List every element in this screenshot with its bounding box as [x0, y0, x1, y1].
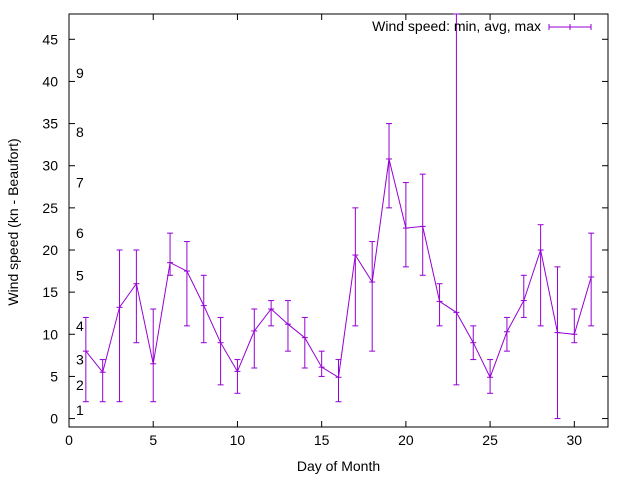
beaufort-label: 5	[76, 267, 84, 283]
beaufort-label: 9	[76, 65, 84, 81]
beaufort-label: 4	[76, 318, 84, 334]
y-tick-label: 25	[42, 200, 58, 216]
beaufort-label: 8	[76, 124, 84, 140]
x-tick-label: 5	[149, 432, 157, 448]
x-tick-label: 0	[65, 432, 73, 448]
y-tick-label: 35	[42, 116, 58, 132]
legend-label: Wind speed: min, avg, max	[372, 18, 541, 34]
beaufort-label: 1	[76, 402, 84, 418]
y-tick-label: 10	[42, 326, 58, 342]
beaufort-label: 2	[76, 377, 84, 393]
series-line	[85, 158, 592, 379]
beaufort-labels-group: 1 2 3 4 5 6 7 8 9	[76, 65, 84, 418]
legend: Wind speed: min, avg, max	[372, 18, 592, 34]
y-tick-label: 40	[42, 73, 58, 89]
beaufort-label: 3	[76, 352, 84, 368]
y-tick-label: 20	[42, 242, 58, 258]
x-tick-label: 15	[314, 432, 330, 448]
series-group	[82, 13, 595, 420]
x-tick-label: 25	[482, 432, 498, 448]
y-tick-label: 5	[50, 368, 58, 384]
x-tick-label: 30	[567, 432, 583, 448]
x-tick-label: 10	[230, 432, 246, 448]
plot-frame	[68, 13, 609, 428]
x-tick-label: 20	[398, 432, 414, 448]
y-tick-label: 15	[42, 284, 58, 300]
y-tick-label: 45	[42, 31, 58, 47]
beaufort-label: 7	[76, 175, 84, 191]
x-axis-label: Day of Month	[297, 458, 380, 474]
y-tick-label: 30	[42, 158, 58, 174]
y-tick-label: 0	[50, 411, 58, 427]
beaufort-label: 6	[76, 225, 84, 241]
y-axis-label: Wind speed (kn - Beaufort)	[5, 138, 21, 305]
